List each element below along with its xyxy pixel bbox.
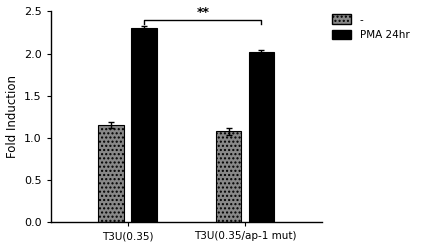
Bar bbox=[99, 125, 124, 222]
Bar bbox=[131, 28, 157, 222]
Legend: -, PMA 24hr: -, PMA 24hr bbox=[330, 12, 412, 42]
Y-axis label: Fold Induction: Fold Induction bbox=[6, 75, 19, 158]
Bar bbox=[216, 131, 241, 222]
Bar bbox=[249, 52, 274, 222]
Text: **: ** bbox=[196, 6, 209, 19]
